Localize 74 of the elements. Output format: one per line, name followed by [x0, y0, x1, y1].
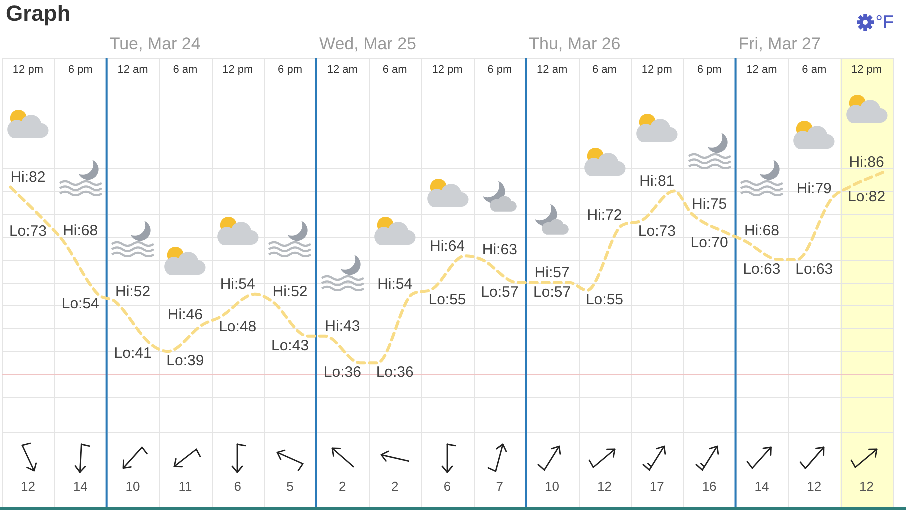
x-tick-label: 12 pm: [642, 64, 672, 76]
data-label: Hi:75: [692, 196, 728, 213]
data-label: 2: [338, 479, 348, 495]
data-label: Hi:46: [168, 306, 203, 324]
data-label: 11: [178, 479, 194, 495]
data-label: 2: [390, 479, 400, 495]
data-label: 14: [754, 479, 770, 495]
data-label: Hi:54: [220, 276, 256, 293]
data-label: Lo:63: [743, 261, 781, 278]
x-tick-label: 6 am: [802, 64, 827, 76]
text: Wed, Mar 25: [319, 34, 416, 54]
data-label: 12: [858, 479, 876, 495]
x-tick-label: 6 am: [382, 64, 408, 76]
x-tick-label: 12 am: [746, 64, 778, 76]
x-tick-label: 6 pm: [697, 64, 722, 76]
data-label: Hi:82: [10, 169, 46, 186]
data-label: Lo:36: [324, 364, 362, 382]
data-label: Hi:64: [430, 238, 466, 255]
x-tick-label: 12 pm: [432, 64, 463, 76]
chart-title: Graph: [6, 1, 71, 27]
data-label: Lo:55: [428, 292, 466, 309]
data-label: Hi:52: [272, 284, 308, 301]
x-tick-label: 6 pm: [278, 64, 302, 76]
data-label: Lo:57: [481, 284, 519, 302]
text: Thu, Mar 26: [529, 34, 621, 54]
data-label: 14: [72, 479, 89, 495]
x-tick-label: 12 am: [537, 64, 568, 76]
data-label: 12: [806, 479, 823, 495]
data-label: 5: [286, 479, 295, 495]
x-tick-label: 12 pm: [222, 64, 254, 76]
data-label: Lo:57: [534, 284, 572, 302]
data-label: Lo:55: [586, 292, 624, 309]
x-tick-label: 6 am: [173, 64, 198, 76]
data-label: 6: [233, 479, 242, 495]
data-label: Hi:79: [796, 180, 832, 198]
x-tick-label: 6 pm: [488, 64, 512, 76]
data-label: 12: [20, 479, 36, 495]
data-label: 10: [124, 479, 142, 495]
data-label: Lo:43: [271, 337, 310, 354]
x-tick-label: 12 am: [118, 64, 148, 76]
text: Fri, Mar 27: [738, 34, 821, 54]
data-label: Lo:73: [638, 222, 676, 240]
data-label: Lo:73: [9, 222, 47, 240]
data-label: 12: [596, 479, 613, 495]
data-label: Lo:39: [166, 352, 204, 370]
data-label: Hi:72: [587, 207, 622, 224]
data-label: Hi:52: [116, 284, 151, 301]
data-label: 6: [442, 479, 452, 495]
x-tick-label: 6 am: [592, 64, 617, 76]
data-label: Hi:63: [482, 242, 518, 259]
data-label: Lo:54: [62, 295, 100, 312]
x-tick-label: 12 am: [327, 64, 358, 76]
x-tick-label: 12 pm: [12, 64, 44, 76]
x-tick-label: 6 pm: [68, 64, 93, 76]
data-label: Lo:63: [796, 261, 834, 278]
text: °F: [876, 11, 894, 33]
data-label: Hi:81: [640, 172, 675, 190]
data-label: 10: [544, 479, 561, 495]
data-label: Hi:57: [534, 264, 570, 282]
data-label: Lo:82: [848, 188, 886, 206]
x-tick-label: 12 pm: [852, 64, 882, 76]
data-label: Hi:68: [744, 222, 780, 240]
data-label: Hi:86: [849, 154, 884, 171]
data-label: Lo:48: [219, 318, 257, 336]
text: Tue, Mar 24: [110, 34, 201, 54]
data-label: 7: [495, 479, 505, 495]
data-label: Lo:41: [114, 345, 152, 362]
data-label: 16: [701, 479, 718, 495]
data-label: Hi:43: [325, 318, 360, 335]
data-label: Lo:70: [690, 234, 728, 252]
data-label: 17: [648, 479, 666, 495]
data-label: Lo:36: [376, 364, 414, 382]
data-label: Hi:68: [63, 222, 98, 240]
data-label: Hi:54: [378, 276, 413, 293]
